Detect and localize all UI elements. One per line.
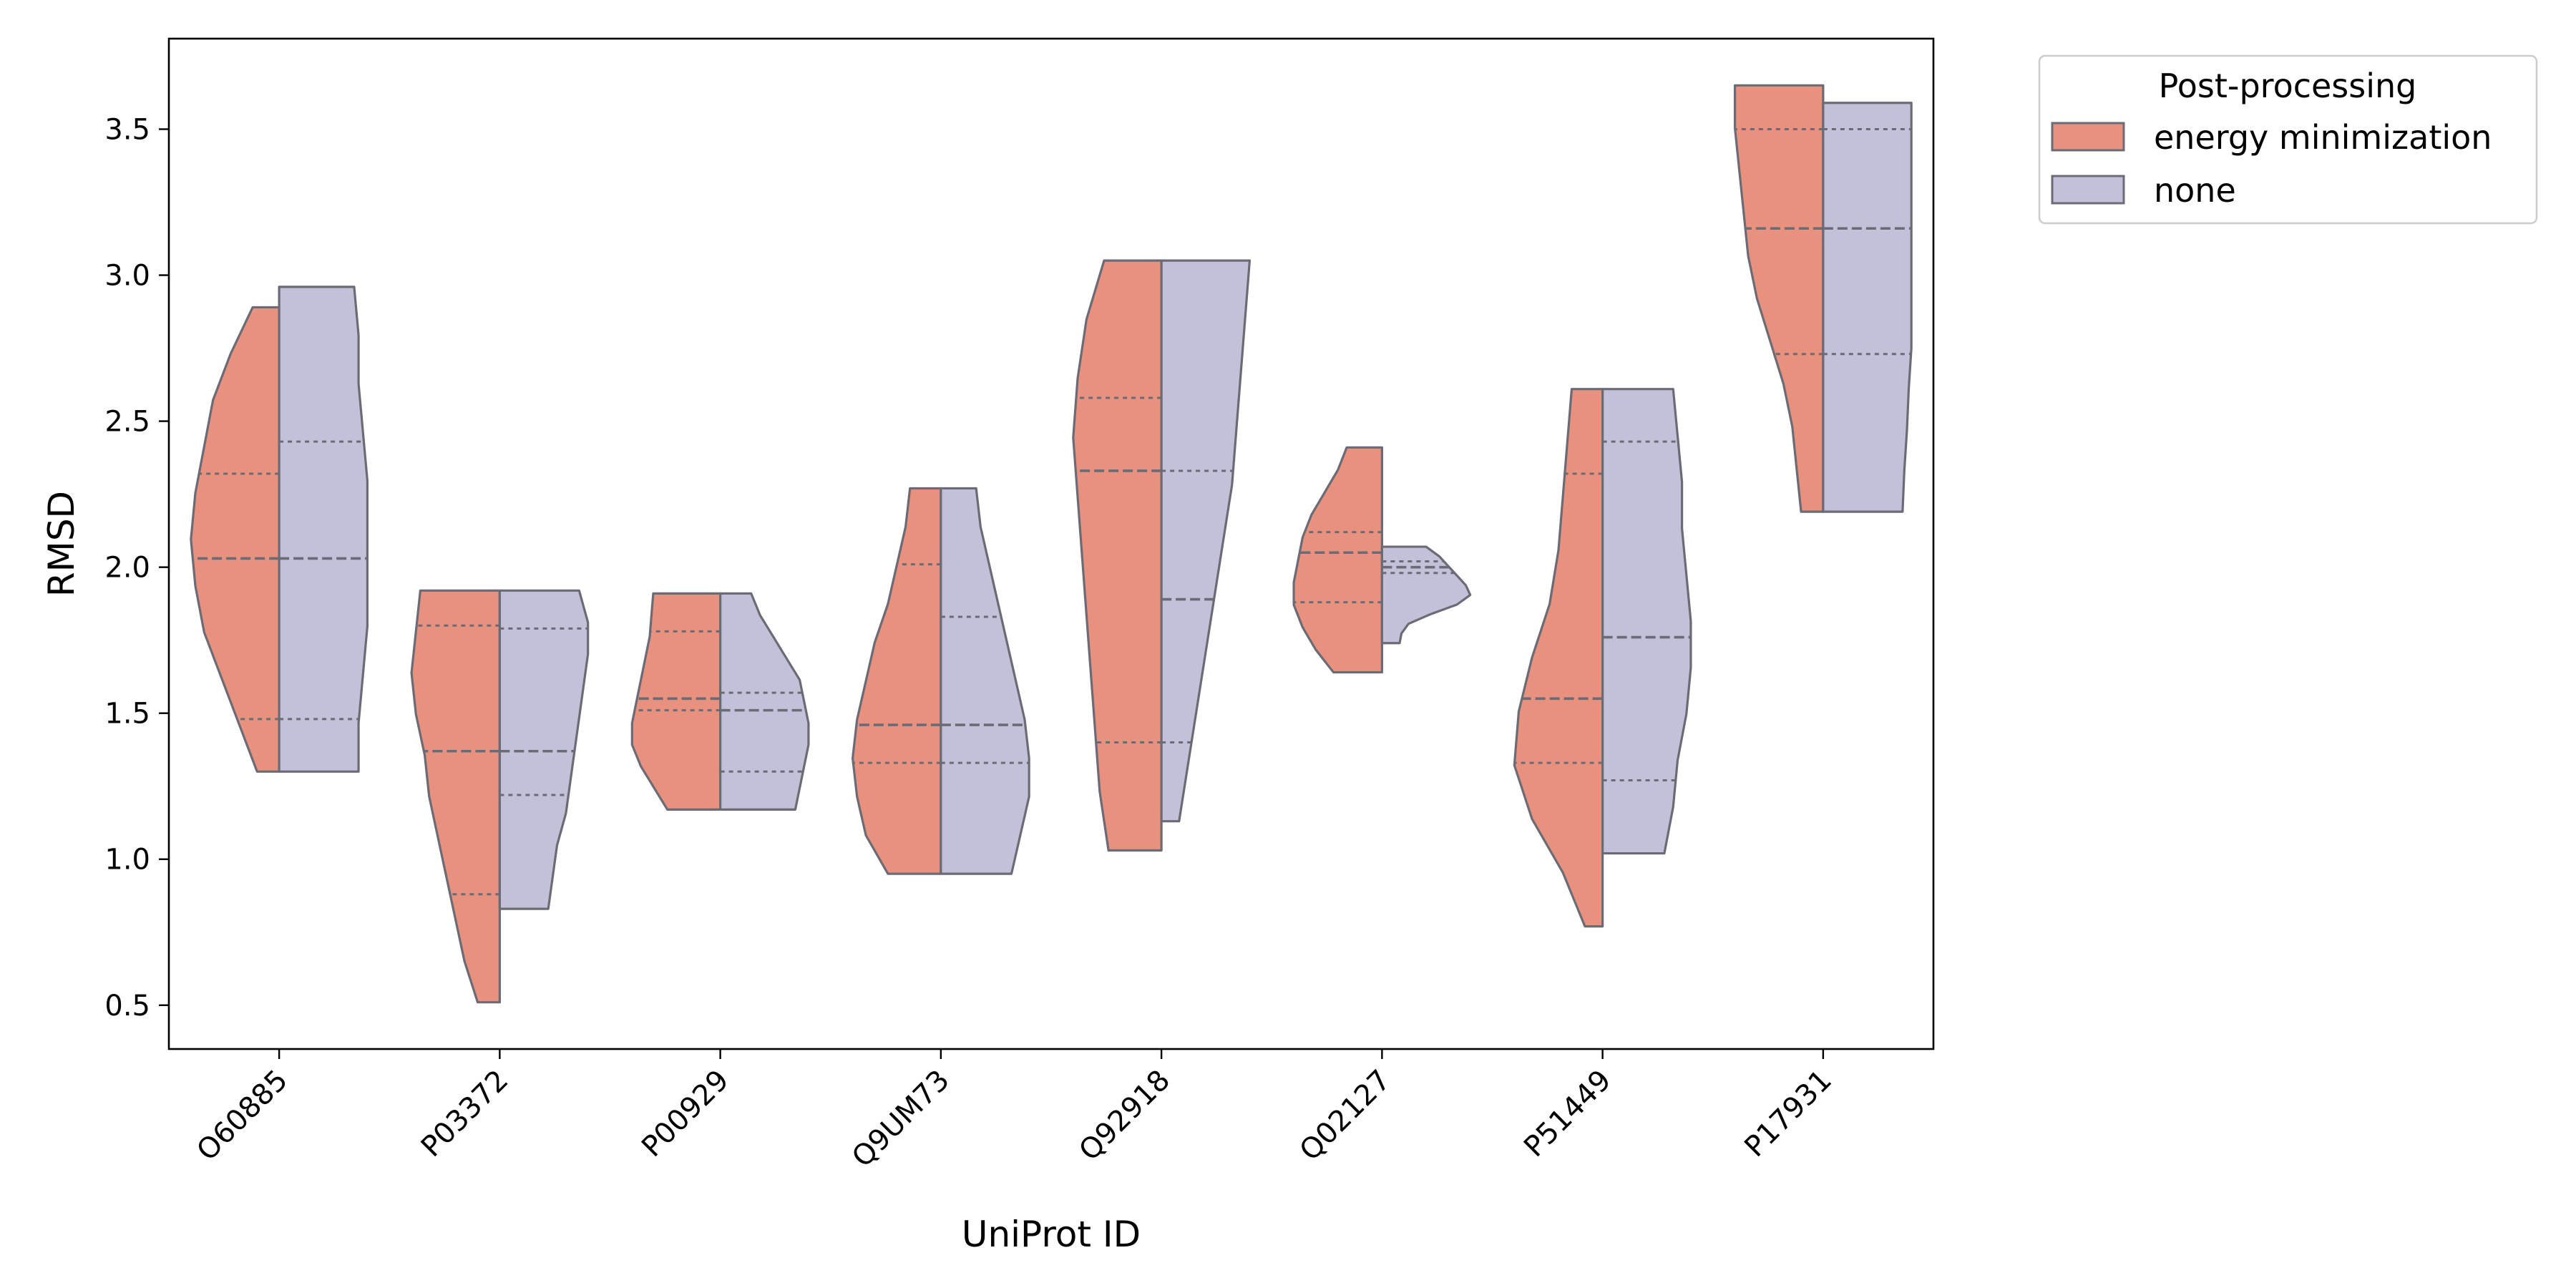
violin-q92918-none [1160, 259, 1252, 823]
y-axis: 0.5 1.0 1.5 2.0 2.5 3.0 3.5 [104, 114, 169, 1023]
legend-frame [2038, 54, 2538, 225]
violin-q9um73-energy-minimization [851, 487, 942, 875]
violin-q92918-energy-minimization [1072, 259, 1163, 852]
x-axis-label: UniProt ID [962, 1214, 1141, 1255]
legend-swatch-energy-minimization [2051, 122, 2125, 152]
legend-title: Post-processing [2159, 67, 2417, 105]
violin-q02127-energy-minimization [1292, 446, 1383, 674]
y-tick-label: 0.5 [104, 990, 150, 1023]
y-tick-label: 1.5 [104, 698, 150, 731]
violin-p00929-energy-minimization [630, 592, 722, 811]
y-tick-label: 2.5 [104, 406, 150, 439]
plot-frame [167, 37, 1935, 1050]
y-axis-label: RMSD [41, 491, 82, 597]
violin-p51449-energy-minimization [1513, 388, 1604, 928]
violin-q9um73-none [940, 487, 1030, 875]
y-tick-label: 1.0 [104, 844, 150, 877]
legend-label-energy-minimization: energy minimization [2154, 118, 2492, 157]
y-tick-label: 3.5 [104, 114, 150, 147]
violin-p00929-none [719, 592, 810, 811]
y-tick-label: 2.0 [104, 552, 150, 585]
violin-p03372-energy-minimization [410, 589, 501, 1004]
violin-o60885-energy-minimization [190, 306, 280, 773]
violin-p17931-none [1822, 102, 1913, 513]
plot-area [190, 84, 1913, 1004]
legend: Post-processing energy minimization none [2038, 54, 2538, 225]
legend-label-none: none [2154, 171, 2236, 210]
legend-swatch-none [2051, 175, 2125, 205]
violin-p17931-energy-minimization [1733, 84, 1825, 513]
y-tick-label: 3.0 [104, 260, 150, 293]
violin-p03372-none [498, 589, 590, 910]
violin-o60885-none [278, 286, 369, 773]
violin-p51449-none [1601, 388, 1692, 855]
